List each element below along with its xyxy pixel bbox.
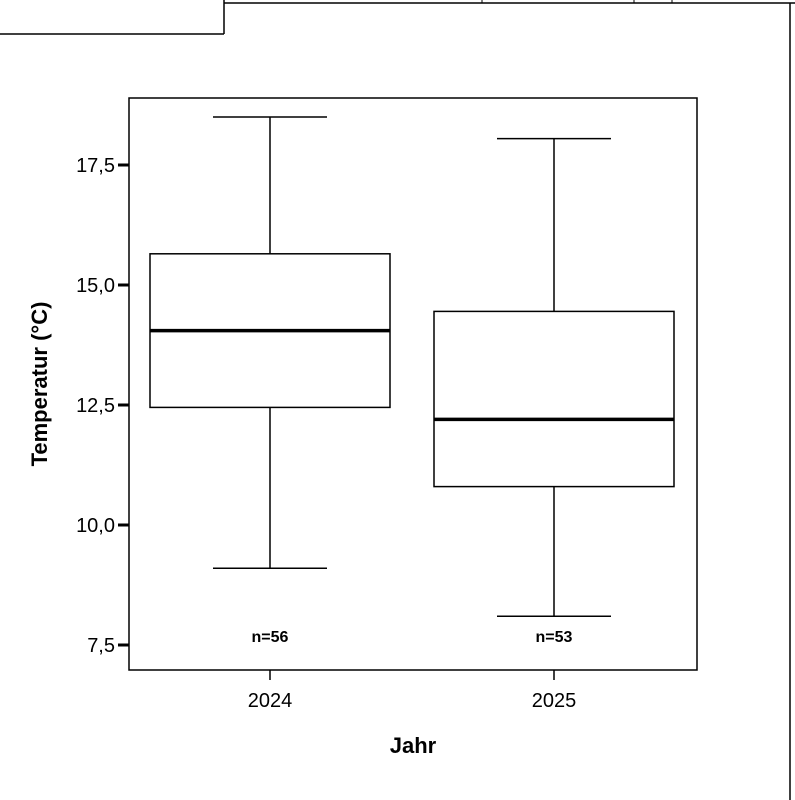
boxes-group: n=56 n=53 <box>149 116 675 646</box>
sample-size-label: n=56 <box>252 629 289 646</box>
box-2024: n=56 <box>149 116 391 646</box>
x-axis-title: Jahr <box>390 733 437 758</box>
y-axis-title: Temperatur (°C) <box>27 302 52 467</box>
y-tick-label: 15,0 <box>76 275 115 297</box>
y-tick-label: 17,5 <box>76 155 115 177</box>
x-tick-label: 2025 <box>532 690 577 712</box>
y-tick-label: 7,5 <box>87 635 115 657</box>
plot-area-frame <box>128 97 698 671</box>
box-2025: n=53 <box>433 137 675 646</box>
y-axis: 7,5 10,0 12,5 15,0 17,5 <box>76 155 129 657</box>
interquartile-box <box>433 310 675 488</box>
y-tick-label: 12,5 <box>76 395 115 417</box>
x-axis: 2024 2025 <box>248 670 577 712</box>
x-tick-label: 2024 <box>248 690 293 712</box>
y-tick-label: 10,0 <box>76 515 115 537</box>
sample-size-label: n=53 <box>536 629 573 646</box>
